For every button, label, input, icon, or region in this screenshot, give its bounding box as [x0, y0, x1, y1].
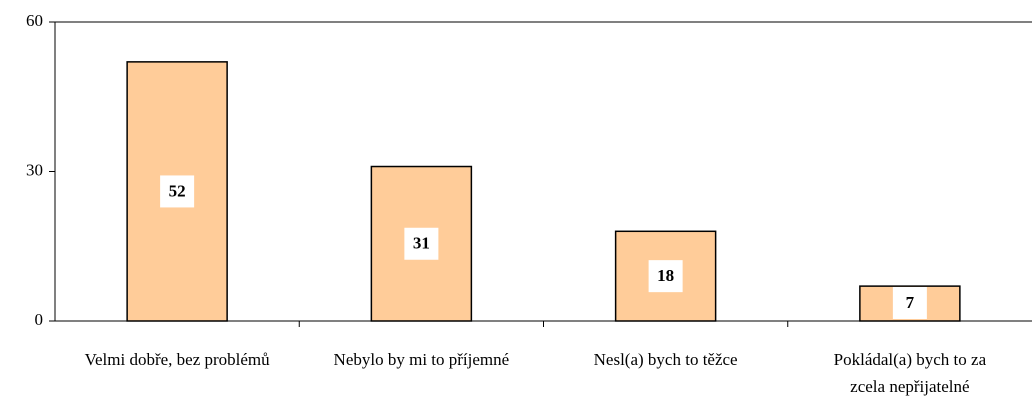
data-label: 7: [906, 293, 915, 312]
data-label-box: [648, 260, 683, 293]
x-tick-label: Pokládal(a) bych to za zcela nepřijateln…: [833, 350, 987, 396]
x-tick-label: Nebylo by mi to příjemné: [333, 350, 510, 369]
y-tick-label: 60: [26, 11, 43, 30]
y-tick-label: 30: [26, 160, 43, 179]
data-label-box: [160, 175, 195, 208]
data-label-box: [404, 227, 439, 260]
bar: [126, 61, 228, 322]
data-label-box: [892, 287, 927, 319]
x-tick-label: Nesl(a) bych to těžce: [593, 350, 738, 369]
y-tick-label: 0: [35, 310, 44, 329]
data-label: 31: [413, 234, 430, 253]
x-tick-label: Velmi dobře, bez problémů: [84, 350, 270, 369]
data-label: 18: [657, 266, 674, 285]
data-label: 52: [169, 181, 186, 200]
